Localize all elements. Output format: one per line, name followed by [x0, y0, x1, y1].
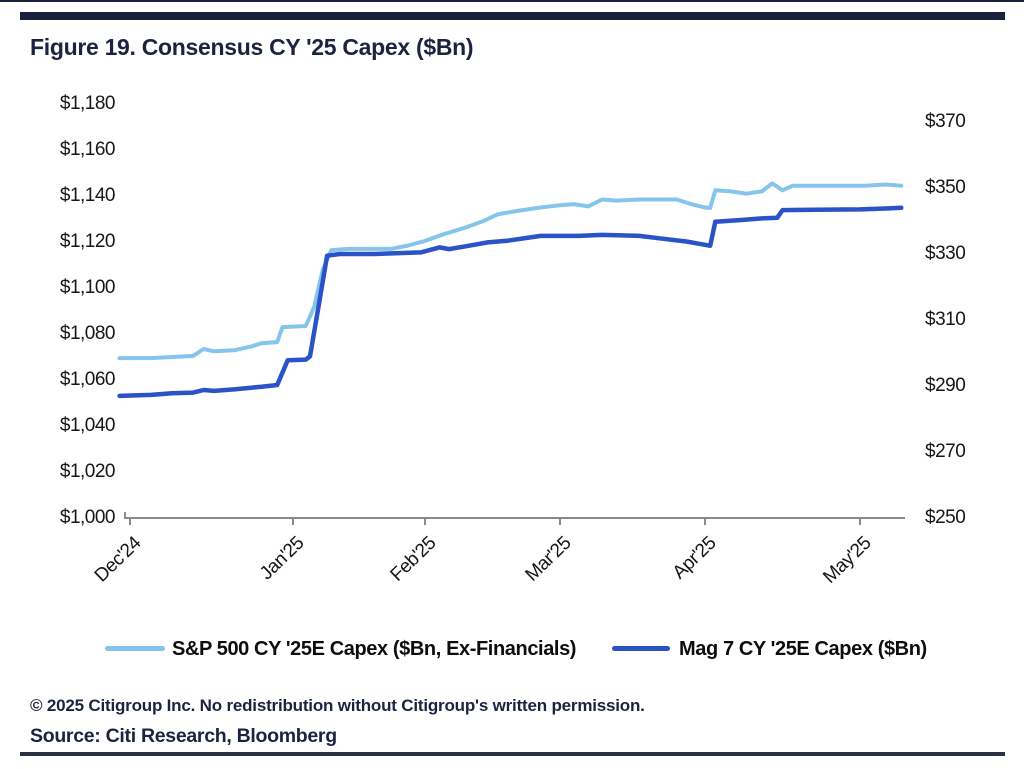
left-axis-tick-label: $1,180: [59, 93, 116, 114]
left-axis-tick-label: $1,100: [59, 277, 116, 298]
mag7-series-line: [117, 205, 904, 399]
source-note: Source: Citi Research, Bloomberg: [30, 725, 337, 747]
right-axis-tick-label: $250: [925, 507, 966, 528]
right-axis-tick-label: $310: [925, 309, 966, 330]
left-axis-tick-label: $1,000: [59, 507, 116, 528]
x-axis-line: [124, 512, 905, 519]
right-axis-tick-label: $330: [925, 243, 966, 264]
sp500-legend-swatch: [105, 646, 165, 651]
mag7-legend-label: Mag 7 CY '25E Capex ($Bn): [679, 638, 927, 660]
left-axis-tick-label: $1,040: [59, 415, 116, 436]
left-axis-tick-label: $1,120: [59, 231, 116, 252]
header-rule-bar: [20, 12, 1005, 20]
left-axis-tick-label: $1,020: [59, 461, 116, 482]
left-axis-tick-label: $1,080: [59, 323, 116, 344]
sp500-legend-label: S&P 500 CY '25E Capex ($Bn, Ex-Financial…: [172, 638, 577, 660]
right-axis-tick-label: $270: [925, 441, 966, 462]
right-axis-tick-label: $370: [925, 111, 966, 132]
copyright-note: © 2025 Citigroup Inc. No redistribution …: [30, 696, 645, 715]
bottom-rule: [20, 752, 1005, 756]
mag7-legend-swatch: [612, 646, 670, 651]
left-axis-tick-label: $1,160: [59, 139, 116, 160]
left-axis-tick-label: $1,060: [59, 369, 116, 390]
right-axis-tick-label: $350: [925, 177, 966, 198]
left-axis-tick-label: $1,140: [59, 185, 116, 206]
figure-title: Figure 19. Consensus CY '25 Capex ($Bn): [30, 34, 474, 60]
right-axis-tick-label: $290: [925, 375, 966, 396]
top-hairline: [0, 0, 1024, 2]
sp500-series-line: [117, 181, 904, 361]
